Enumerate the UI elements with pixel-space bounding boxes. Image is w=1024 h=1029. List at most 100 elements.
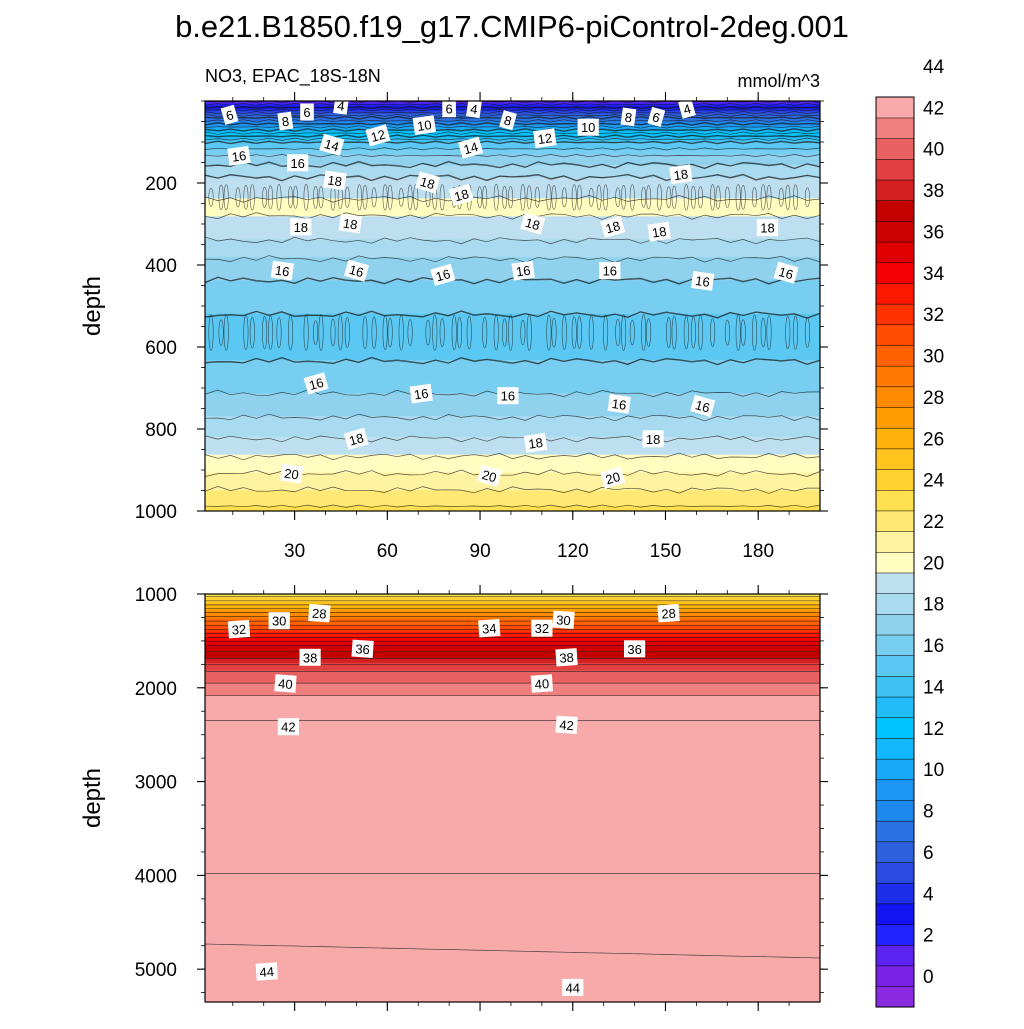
upper-contour-line [205,357,820,366]
lower-field-band [205,698,820,702]
contour-label: 16 [409,383,433,404]
lower-field-band [205,596,820,600]
contour-label: 38 [299,648,321,666]
lower-field-band [205,696,820,700]
lower-y-axis-label: depth [79,768,106,828]
upper-field-band [205,467,820,471]
upper-cell-contour [724,186,730,208]
upper-cell-contour [318,186,324,209]
lower-field-band [205,943,820,947]
lower-field-band [205,780,820,784]
lower-field-band [205,864,820,868]
lower-field-band [205,945,820,950]
contour-label: 38 [555,648,578,667]
lower-field-band [205,953,820,957]
contour-label: 6 [647,106,666,127]
lower-field-band [205,877,820,881]
lower-field-band [205,775,820,779]
lower-field-band [205,879,820,883]
contour-label: 16 [430,263,456,286]
lower-field-band [205,887,820,891]
upper-cell-contour [615,319,621,347]
lower-field-band [205,866,820,870]
upper-field-band [205,103,820,107]
contour-label-text: 18 [604,218,622,236]
upper-contour-line [205,452,820,461]
colorbar-swatch [875,448,915,470]
contour-label: 16 [303,372,329,395]
upper-contour-line [205,173,820,181]
upper-cell-contour [243,315,249,351]
colorbar-swatch [875,717,915,739]
colorbar-swatch [875,655,915,677]
contour-label: 44 [562,978,584,996]
units-label: mmol/m^3 [738,71,820,91]
colorbar-frame [875,96,915,1008]
colorbar-swatch [875,241,915,264]
upper-cell-contour [398,188,404,207]
contour-label-text: 20 [283,466,299,483]
lower-field-band [205,772,820,776]
contour-label-box [552,610,575,630]
upper-field-band [205,403,820,407]
upper-field-band [205,213,820,217]
upper-field-band [205,285,820,289]
lower-field-band [205,757,820,761]
colorbar-label: 22 [923,512,944,533]
upper-cell-contour [520,184,526,211]
colorbar-swatch [875,220,915,243]
contour-label-box [442,100,456,118]
contour-label: 18 [523,432,548,453]
contour-label-text: 38 [559,650,574,666]
lower-contour-lines [205,596,820,959]
contour-label: 28 [657,603,680,623]
upper-cell-contour [287,186,293,209]
lower-field-band [205,971,820,975]
colorbar-swatch [875,882,915,905]
upper-field-band [205,180,820,184]
upper-field-band [205,259,820,264]
lower-field-band [205,846,820,850]
lower-field-band [205,616,820,621]
contour-label-text: 42 [281,720,295,735]
contour-label-box [555,715,578,735]
upper-cell-contour [502,318,508,347]
lower-field-band [205,594,820,598]
upper-field-band [205,382,820,387]
contour-label: 16 [773,261,799,284]
lower-field-band [205,902,820,906]
upper-cell-contour [413,184,419,211]
lower-field-band [205,634,820,638]
contour-label-text: 16 [231,148,247,165]
lower-field-band [205,736,820,740]
upper-field-band [205,441,820,445]
contour-label-text: 18 [760,221,774,236]
upper-cell-contour [561,187,567,208]
contour-label-box [458,136,484,159]
upper-cell-contour [690,316,696,349]
contour-label: 40 [530,674,554,693]
contour-label-box [299,648,321,666]
contour-label: 14 [458,136,484,159]
upper-cell-contour [267,185,273,210]
upper-field-band [205,275,820,279]
y-tick-label: 400 [145,256,177,277]
contour-label: 16 [287,154,309,172]
colorbar-swatch [875,406,915,429]
upper-contour-line [205,435,820,443]
upper-field-band [205,280,820,284]
contour-label-text: 6 [651,109,662,125]
contour-label: 16 [690,394,716,418]
colorbar-swatch [875,696,915,719]
upper-field-band [205,357,820,361]
upper-field-band [205,364,820,369]
contour-label-text: 20 [480,467,498,485]
colorbar-swatch [875,531,915,553]
lower-field-band [205,935,820,939]
lower-field-band [205,729,820,733]
colorbar-swatch [875,324,915,346]
lower-field-band [205,655,820,659]
upper-field-band [205,229,820,233]
upper-cell-contour [804,187,810,208]
upper-cell-contour [588,315,594,350]
